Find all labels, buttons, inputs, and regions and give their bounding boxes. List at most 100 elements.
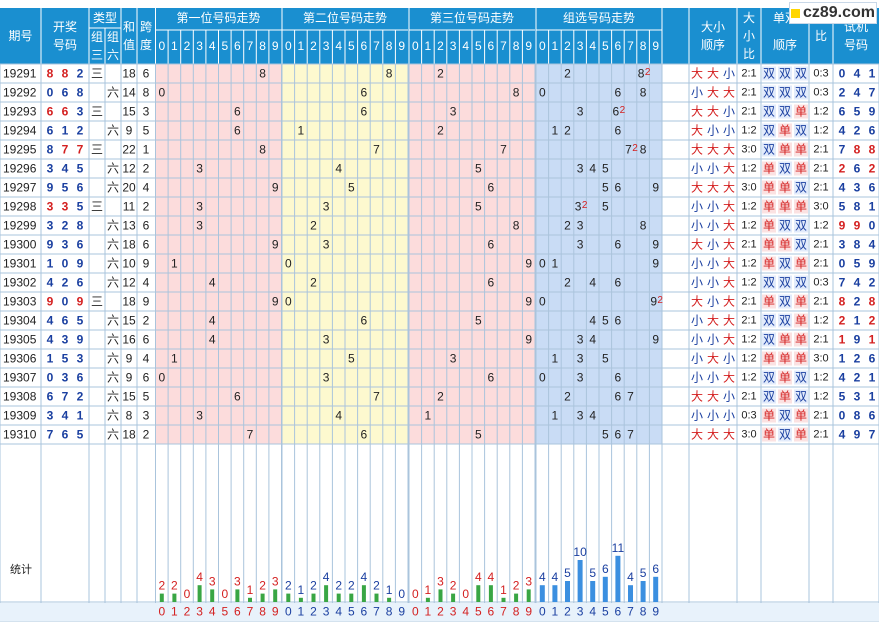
- pos2-stat-value: 2: [373, 579, 380, 593]
- bs-order-char: 小: [723, 105, 735, 119]
- group-trend-mark: 6: [615, 390, 622, 404]
- type-g6-mark: 六: [107, 219, 119, 233]
- pos2-stat-bar: [374, 593, 379, 602]
- header-bs-order-b: 顺序: [701, 37, 725, 52]
- oe-order-char: 单: [763, 295, 775, 309]
- site-watermark: cz89.com: [789, 2, 877, 24]
- group-trend-mark: 8: [640, 143, 647, 157]
- group-trend-mark: 7: [627, 428, 634, 442]
- period-cell: 19306: [3, 352, 37, 366]
- draw-digit: 9: [77, 333, 84, 347]
- pos1-stat-bar: [260, 593, 265, 602]
- draw-digit: 4: [47, 333, 54, 347]
- oe-chip-bg: [794, 408, 808, 423]
- oe-order-char: 双: [779, 86, 791, 100]
- oe-chip-bg: [778, 218, 792, 233]
- oe-chip-bg: [794, 351, 808, 366]
- bs-ratio-cell: 2:1: [741, 315, 756, 327]
- pos2-trend-mark: 0: [285, 295, 292, 309]
- pos2-axis-digit: 5: [348, 605, 355, 619]
- oe-order-char: 双: [795, 219, 807, 233]
- oe-order-char: 单: [763, 219, 775, 233]
- group-stat-bar: [653, 576, 659, 602]
- draw-digit: 6: [77, 238, 84, 252]
- pos2-trend-mark: 0: [285, 257, 292, 271]
- trial-digit: 0: [839, 257, 846, 271]
- pos1-stat-value: 2: [171, 579, 178, 593]
- pos1-stat-value: 0: [221, 587, 228, 601]
- group-trend-mark: 5: [602, 314, 609, 328]
- group-trend-mark: 6: [615, 314, 622, 328]
- pos1-stat-bar: [159, 593, 164, 602]
- bs-order-char: 小: [707, 162, 719, 176]
- group-trend-mark: 6: [615, 238, 622, 252]
- oe-chip-bg: [778, 427, 792, 442]
- bs-order-char: 大: [707, 105, 719, 119]
- header-type-g6-a: 组: [107, 30, 119, 44]
- oe-ratio-cell: 2:1: [813, 410, 828, 422]
- pos1-trend-mark: 4: [209, 333, 216, 347]
- oe-chip-bg: [794, 199, 808, 214]
- span-cell: 9: [143, 295, 150, 309]
- pos2-trend-mark: 5: [348, 181, 355, 195]
- group-trend-mark: 1: [552, 257, 559, 271]
- oe-chip-bg: [794, 180, 808, 195]
- pos2-stat-bar: [311, 593, 316, 602]
- header-oe-ratio-b: 比: [815, 29, 827, 43]
- header-type: 类型: [93, 11, 117, 25]
- group-trend-mark: 9: [652, 333, 659, 347]
- period-cell: 19297: [3, 181, 37, 195]
- pos3-axis-digit: 4: [462, 605, 469, 619]
- bs-ratio-cell: 3:0: [741, 144, 756, 156]
- pos3-trend-mark: 9: [525, 333, 532, 347]
- bs-order-char: 小: [707, 238, 719, 252]
- bs-order-char: 大: [723, 181, 735, 195]
- pos3-trend-mark: 2: [437, 390, 444, 404]
- span-cell: 2: [143, 314, 150, 328]
- span-cell: 8: [143, 86, 150, 100]
- pos3-digit-head: 0: [412, 39, 419, 53]
- header-bs-ratio-a: 大: [743, 11, 755, 25]
- draw-digit: 1: [47, 257, 54, 271]
- pos1-stat-value: 4: [196, 570, 203, 584]
- span-cell: 4: [143, 276, 150, 290]
- pos3-trend-mark: 6: [488, 371, 495, 385]
- trial-digit: 8: [854, 143, 861, 157]
- period-cell: 19300: [3, 238, 37, 252]
- group-stat-value: 5: [589, 566, 596, 580]
- bs-ratio-cell: 2:1: [741, 106, 756, 118]
- pos3-axis-digit: 5: [475, 605, 482, 619]
- group-trend-mark: 3: [577, 219, 584, 233]
- oe-order-char: 双: [795, 67, 807, 81]
- header-type-g3-a: 组: [91, 30, 103, 44]
- trial-digit: 8: [839, 295, 846, 309]
- draw-digit: 7: [62, 390, 69, 404]
- type-g6-mark: 六: [107, 257, 119, 271]
- pos2-trend-mark: 3: [323, 333, 330, 347]
- pos1-axis-digit: 1: [171, 605, 178, 619]
- group-trend-mark: 8: [640, 86, 647, 100]
- oe-chip-bg: [794, 256, 808, 271]
- sum-cell: 18: [122, 238, 136, 252]
- draw-digit: 2: [77, 124, 84, 138]
- group-trend-mark: 6: [613, 105, 620, 119]
- draw-digit: 5: [62, 352, 69, 366]
- group-repeat-count: 2: [645, 67, 651, 78]
- group-digit-head: 6: [615, 39, 622, 53]
- bs-order-char: 大: [707, 181, 719, 195]
- bs-order-char: 大: [723, 86, 735, 100]
- bs-ratio-cell: 3:0: [741, 182, 756, 194]
- watermark-text: cz89.com: [802, 4, 876, 21]
- group-axis-digit: 6: [615, 605, 622, 619]
- group-digit-head: 3: [577, 39, 584, 53]
- group-trend-mark: 3: [577, 162, 584, 176]
- pos2-trend-mark: 8: [386, 67, 393, 81]
- trial-digit: 1: [854, 314, 861, 328]
- type-g6-mark: 六: [107, 181, 119, 195]
- period-cell: 19304: [3, 314, 37, 328]
- group-trend-mark: 4: [589, 314, 596, 328]
- pos3-trend-mark: 1: [425, 409, 432, 423]
- pos2-trend-mark: 6: [361, 86, 368, 100]
- trial-digit: 7: [869, 428, 876, 442]
- pos2-axis-digit: 6: [361, 605, 368, 619]
